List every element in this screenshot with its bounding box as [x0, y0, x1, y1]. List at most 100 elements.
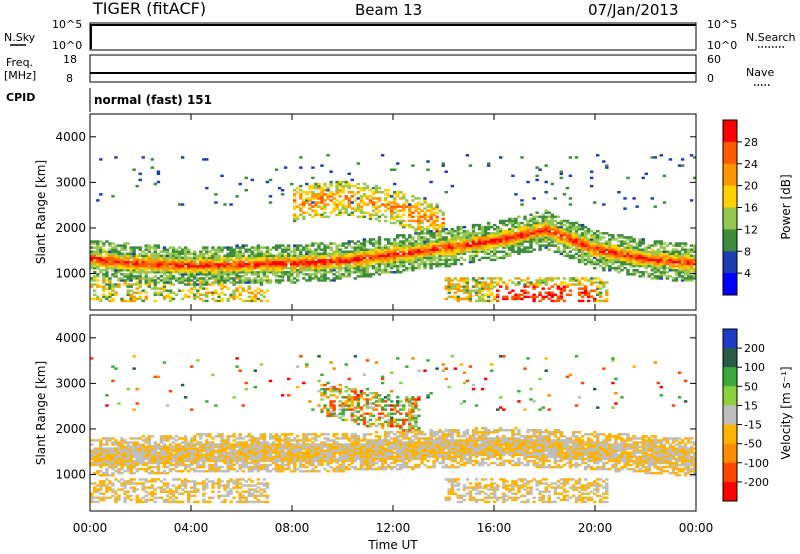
heatmap-cell [374, 242, 379, 245]
heatmap-cell [635, 205, 639, 208]
heatmap-cell [459, 252, 464, 256]
heatmap-cell [668, 275, 673, 278]
heatmap-cell [144, 500, 148, 504]
heatmap-cell [677, 264, 682, 268]
heatmap-cell [153, 262, 158, 266]
heatmap-cell [477, 242, 482, 245]
heatmap-cell [162, 281, 167, 284]
heatmap-cell [602, 254, 606, 258]
heatmap-cell [347, 271, 351, 274]
heatmap-cell [283, 254, 288, 258]
heatmap-cell [220, 275, 224, 278]
heatmap-cell [287, 273, 291, 276]
heatmap-cell [226, 455, 230, 459]
heatmap-cell [153, 264, 158, 268]
heatmap-cell [329, 242, 333, 245]
heatmap-cell [374, 189, 379, 192]
heatmap-cell [341, 273, 345, 276]
heatmap-cell [362, 238, 367, 241]
heatmap-cell [462, 287, 467, 290]
heatmap-cell [220, 283, 224, 286]
n-search-label: N.Search [746, 31, 796, 44]
heatmap-cell [465, 242, 470, 245]
heatmap-cell [402, 203, 406, 206]
heatmap-cell [241, 254, 245, 258]
heatmap-cell [171, 256, 176, 260]
heatmap-cell [344, 269, 348, 272]
heatmap-cell [480, 295, 485, 299]
heatmap-cell [583, 246, 588, 249]
heatmap-cell [380, 203, 385, 206]
heatmap-cell [199, 443, 203, 446]
heatmap-cell [477, 291, 482, 294]
heatmap-cell [599, 281, 603, 284]
heatmap-cell [262, 269, 267, 272]
heatmap-cell [177, 484, 182, 487]
heatmap-cell [465, 287, 470, 290]
heatmap-cell [611, 250, 615, 253]
heatmap-cell [138, 453, 142, 457]
heatmap-cell [208, 451, 212, 454]
heatmap-cell [253, 299, 258, 303]
heatmap-cell [474, 285, 479, 288]
heatmap-cell [199, 281, 203, 284]
heatmap-cell [408, 211, 412, 214]
heatmap-cell [520, 236, 524, 239]
heatmap-cell [447, 258, 451, 262]
heatmap-cell [335, 199, 339, 202]
heatmap-cell [99, 463, 103, 467]
heatmap-cell [150, 269, 155, 272]
heatmap-cell [526, 221, 530, 225]
heatmap-cell [196, 433, 200, 436]
heatmap-cell [123, 252, 127, 256]
heatmap-cell [287, 260, 291, 264]
heatmap-cell [502, 234, 506, 237]
heatmap-cell [477, 223, 482, 227]
heatmap-cell [411, 250, 415, 253]
heatmap-cell [517, 232, 521, 235]
heatmap-cell [320, 279, 324, 282]
heatmap-cell [517, 297, 521, 301]
heatmap-cell [459, 256, 464, 260]
heatmap-cell [471, 277, 476, 280]
heatmap-cell [626, 176, 630, 180]
heatmap-cell [165, 465, 170, 469]
heatmap-cell [341, 186, 345, 190]
heatmap-cell [653, 244, 658, 247]
heatmap-cell [435, 215, 439, 219]
nave-label: Nave [746, 66, 774, 79]
heatmap-cell [235, 269, 239, 272]
heatmap-cell [683, 264, 688, 268]
heatmap-cell [435, 248, 439, 251]
heatmap-cell [111, 443, 115, 446]
heatmap-cell [150, 258, 155, 262]
heatmap-cell [471, 250, 476, 253]
heatmap-cell [586, 291, 591, 294]
heatmap-cell [605, 240, 609, 243]
heatmap-cell [374, 269, 379, 272]
heatmap-cell [362, 266, 367, 270]
heatmap-cell [108, 299, 112, 303]
heatmap-cell [123, 459, 127, 463]
heatmap-cell [508, 248, 512, 251]
heatmap-cell [214, 262, 218, 266]
heatmap-cell [102, 484, 106, 487]
heatmap-cell [141, 488, 145, 491]
heatmap-cell [199, 250, 203, 253]
heatmap-cell [502, 232, 506, 235]
heatmap-cell [111, 254, 115, 258]
heatmap-cell [165, 260, 170, 264]
heatmap-cell [153, 447, 158, 450]
heatmap-cell [450, 287, 455, 290]
heatmap-cell [547, 277, 551, 280]
heatmap-cell [111, 287, 115, 290]
heatmap-cell [420, 238, 424, 241]
heatmap-cell [453, 248, 458, 251]
heatmap-cell [159, 269, 164, 272]
heatmap-cell [99, 271, 103, 274]
heatmap-cell [268, 281, 273, 284]
heatmap-cell [659, 244, 664, 247]
heatmap-cell [147, 451, 152, 454]
heatmap-cell [653, 266, 658, 270]
heatmap-cell [202, 449, 206, 452]
